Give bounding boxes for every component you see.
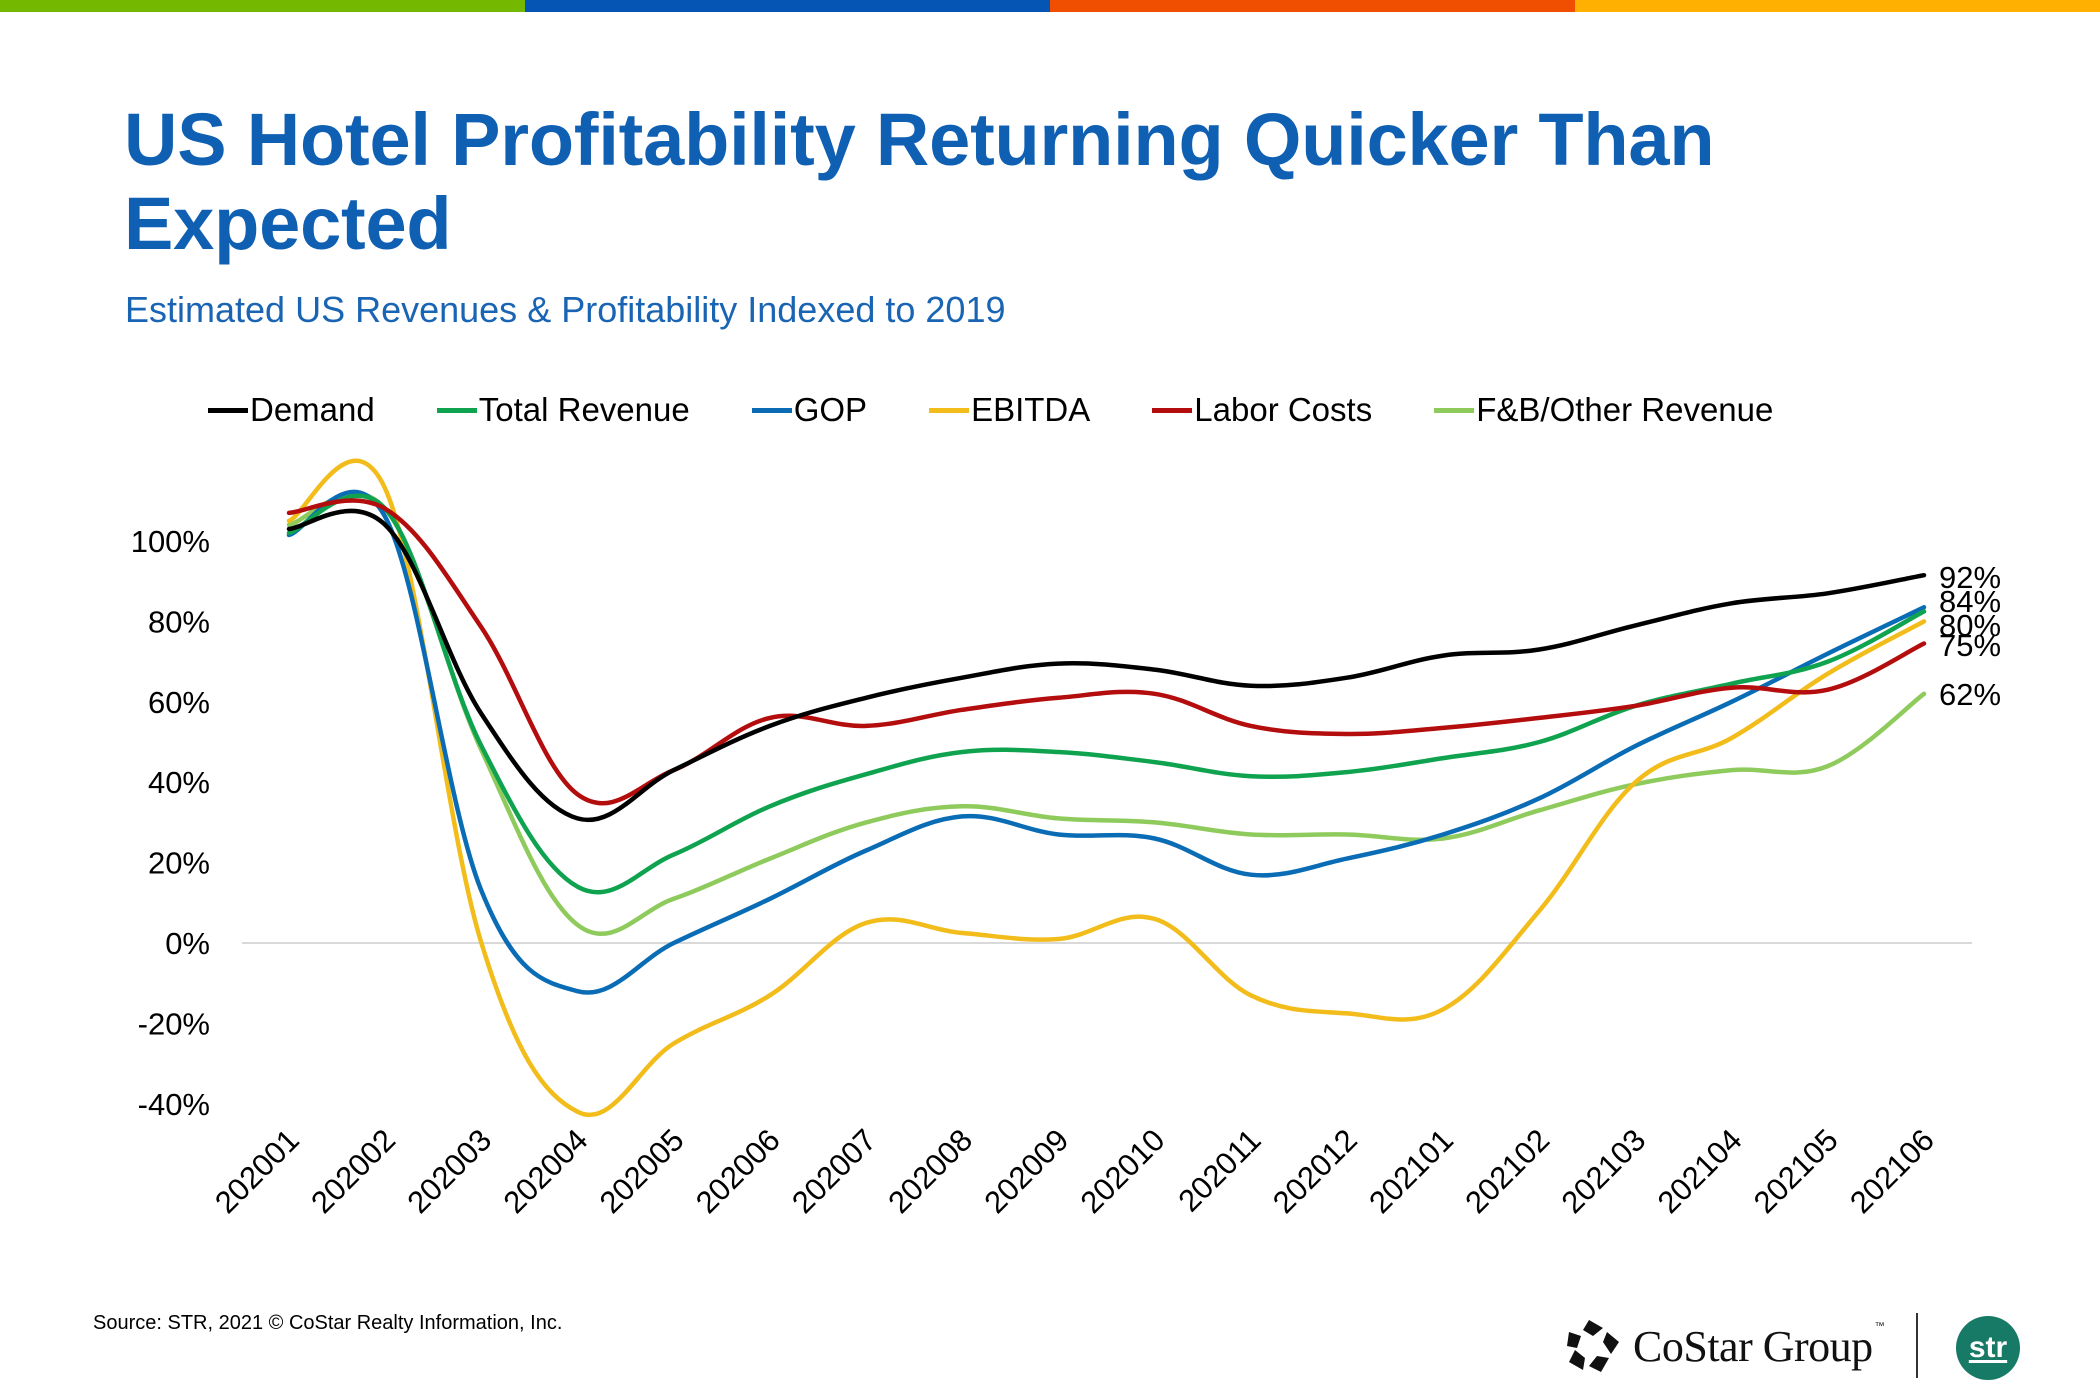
x-tick-label: 202102 bbox=[1458, 1122, 1556, 1220]
y-tick-label: -20% bbox=[138, 1006, 210, 1041]
x-tick-label: 202006 bbox=[689, 1122, 787, 1220]
y-tick-label: 40% bbox=[148, 765, 210, 800]
legend-label: Total Revenue bbox=[478, 391, 690, 428]
x-tick-label: 202008 bbox=[881, 1122, 979, 1220]
x-tick-label: 202010 bbox=[1074, 1122, 1172, 1220]
legend-swatch-total-revenue bbox=[436, 407, 477, 413]
x-tick-label: 202007 bbox=[785, 1122, 883, 1220]
source-note: Source: STR, 2021 © CoStar Realty Inform… bbox=[93, 1312, 563, 1334]
x-tick-label: 202005 bbox=[593, 1122, 691, 1220]
legend-swatch-f-b-other-revenue bbox=[1434, 407, 1475, 413]
chart-legend: Demand Total Revenue GOP EBITDA Labor Costs F… bbox=[208, 388, 1835, 432]
legend-item-demand: Demand bbox=[208, 388, 375, 432]
legend-swatch-gop bbox=[751, 407, 792, 413]
x-tick-label: 202004 bbox=[497, 1122, 595, 1220]
y-tick-label: 0% bbox=[165, 926, 210, 961]
x-tick-label: 202002 bbox=[304, 1122, 402, 1220]
x-tick-label: 202001 bbox=[208, 1122, 306, 1220]
end-label-ebitda: 80% bbox=[1939, 608, 2001, 643]
line-chart: 100%80%60%40%20%0%-20%-40%20200120200220… bbox=[131, 458, 2001, 1220]
x-tick-label: 202003 bbox=[400, 1122, 498, 1220]
legend-item-total-revenue: Total Revenue bbox=[436, 388, 690, 432]
legend-label: GOP bbox=[793, 391, 868, 428]
x-tick-label: 202011 bbox=[1171, 1122, 1267, 1218]
page-title: US Hotel Profitability Returning Quicker… bbox=[124, 98, 2024, 266]
legend-label: F&B/Other Revenue bbox=[1476, 391, 1774, 428]
series-line-f-b-other-revenue bbox=[286, 491, 1927, 937]
costar-star-icon bbox=[1567, 1320, 1619, 1372]
x-tick-label: 202106 bbox=[1843, 1122, 1941, 1220]
end-label-demand: 92% bbox=[1939, 560, 2001, 595]
logo-divider bbox=[1916, 1313, 1918, 1378]
legend-item-f-b-other-revenue: F&B/Other Revenue bbox=[1434, 388, 1773, 432]
legend-item-labor-costs: Labor Costs bbox=[1152, 388, 1372, 432]
series-line-demand bbox=[286, 508, 1927, 823]
series-line-labor-costs bbox=[286, 498, 1927, 806]
y-tick-label: -40% bbox=[138, 1087, 210, 1122]
series-line-gop bbox=[286, 489, 1927, 995]
end-label-labor-costs: 75% bbox=[1939, 628, 2001, 663]
stripe-segment-blue bbox=[525, 0, 1050, 12]
y-tick-label: 80% bbox=[148, 604, 210, 639]
str-logo-text: str bbox=[1968, 1331, 2008, 1364]
legend-item-ebitda: EBITDA bbox=[929, 388, 1090, 432]
y-tick-label: 60% bbox=[148, 685, 210, 720]
end-label-gop: 84% bbox=[1939, 584, 2001, 619]
legend-swatch-labor-costs bbox=[1152, 407, 1193, 413]
legend-label: Labor Costs bbox=[1194, 391, 1373, 428]
stripe-segment-yellow bbox=[1575, 0, 2100, 12]
x-tick-label: 202009 bbox=[977, 1122, 1075, 1220]
x-tick-label: 202104 bbox=[1651, 1122, 1749, 1220]
legend-swatch-demand bbox=[208, 407, 248, 413]
stripe-segment-orange bbox=[1050, 0, 1575, 12]
x-tick-label: 202012 bbox=[1266, 1122, 1364, 1220]
chart-subtitle: Estimated US Revenues & Profitability In… bbox=[125, 289, 1006, 330]
legend-label: Demand bbox=[250, 391, 375, 428]
costar-logo-text: CoStar Group ™ bbox=[1633, 1320, 1885, 1371]
stripe-segment-green bbox=[0, 0, 525, 12]
legend-swatch-ebitda bbox=[929, 407, 970, 413]
x-tick-label: 202105 bbox=[1747, 1122, 1845, 1220]
y-tick-label: 20% bbox=[148, 846, 210, 881]
str-logo: str bbox=[1956, 1316, 2020, 1380]
legend-label: EBITDA bbox=[971, 391, 1091, 428]
series-line-ebitda bbox=[286, 458, 1927, 1117]
end-label-f-b-other-revenue: 62% bbox=[1939, 677, 2001, 712]
x-tick-label: 202101 bbox=[1362, 1122, 1460, 1220]
top-color-stripe bbox=[0, 0, 2100, 12]
title-line-2: Expected bbox=[124, 182, 452, 265]
x-tick-label: 202103 bbox=[1555, 1122, 1653, 1220]
title-line-1: US Hotel Profitability Returning Quicker… bbox=[124, 98, 1715, 181]
costar-group-logo: CoStar Group ™ bbox=[1565, 1318, 1885, 1374]
y-tick-label: 100% bbox=[131, 524, 210, 559]
legend-item-gop: GOP bbox=[751, 388, 868, 432]
